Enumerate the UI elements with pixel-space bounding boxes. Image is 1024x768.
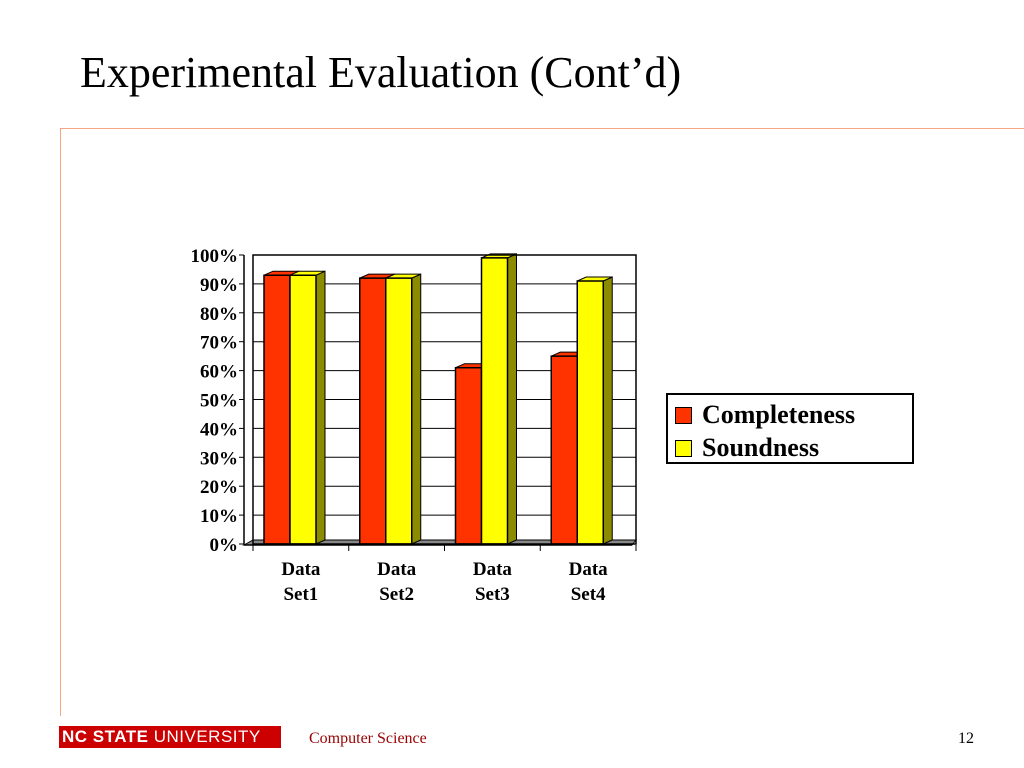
bar-soundness-2 (385, 273, 422, 545)
x-tick-label: Data Set4 (569, 559, 609, 605)
page-number: 12 (958, 730, 974, 747)
university-logo: NC STATE UNIVERSITY (59, 726, 281, 748)
y-tick-label: 20% (200, 477, 238, 498)
x-axis-ticks: Data Set1 Data Set2 Data Set3 Data Set4 (252, 545, 637, 605)
legend-swatch-completeness (675, 407, 692, 424)
y-tick-label: 70% (200, 333, 238, 354)
legend-label-soundness: Soundness (702, 433, 820, 462)
y-tick-label: 30% (200, 448, 238, 469)
bar-soundness-3 (480, 253, 517, 545)
y-tick-label: 60% (200, 362, 238, 383)
y-tick-label: 50% (200, 391, 238, 412)
bar-front (550, 355, 578, 545)
x-tick-label: Data Set2 (377, 559, 417, 605)
chart-legend: Completeness Soundness (666, 393, 914, 464)
bar-side (411, 273, 422, 545)
y-tick-label: 10% (200, 506, 238, 527)
y-tick-label: 0% (210, 535, 239, 556)
bar-front (385, 277, 413, 545)
department-name: Computer Science (309, 730, 427, 747)
bar-front (263, 274, 291, 545)
header-divider (60, 128, 1024, 129)
bar-front (576, 280, 604, 545)
slide-title: Experimental Evaluation (Cont’d) (80, 48, 682, 97)
bar-soundness-1 (289, 270, 326, 545)
x-tick-label: Data Set3 (473, 559, 513, 605)
legend-item-completeness: Completeness (668, 398, 912, 431)
left-margin-rule (60, 128, 61, 716)
bar-soundness-4 (576, 276, 613, 545)
y-tick-label: 90% (200, 275, 238, 296)
legend-swatch-soundness (675, 440, 692, 457)
y-tick-label: 40% (200, 419, 238, 440)
legend-label-completeness: Completeness (702, 400, 856, 429)
x-tick-label: Data Set1 (281, 559, 321, 605)
bar-side (315, 270, 326, 545)
chart-bars (263, 253, 613, 545)
plot-area-border (252, 254, 637, 545)
bar-front (289, 274, 317, 545)
bar-front (359, 277, 387, 545)
bar-front (454, 366, 483, 545)
bar-front (480, 257, 509, 545)
y-axis-ticks: 0% 10% 20% 30% 40% 50% 60% 70% 80% 90% 100% (191, 246, 244, 556)
y-tick-label: 100% (191, 246, 239, 267)
y-tick-label: 80% (200, 304, 238, 325)
bar-side (602, 276, 613, 545)
legend-item-soundness: Soundness (668, 431, 912, 464)
bar-side (507, 253, 517, 545)
